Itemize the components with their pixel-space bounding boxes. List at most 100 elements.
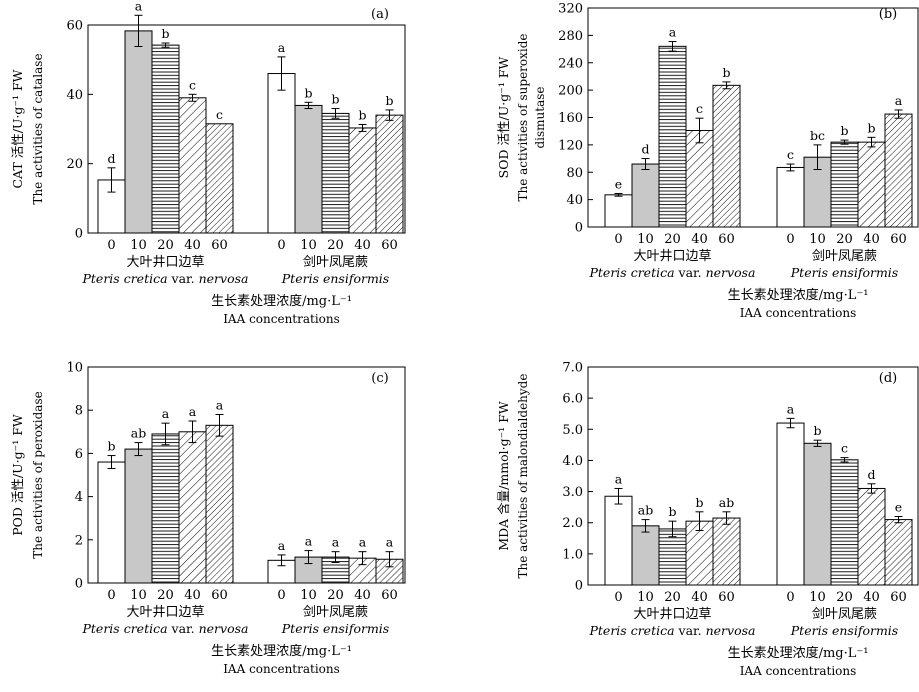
bar (631, 525, 660, 586)
x-tick-label: 0 (277, 238, 285, 253)
group-label-en: Pteris cretica var. nervosa (589, 623, 756, 638)
group-label-en: Pteris ensiformis (790, 265, 898, 280)
y-axis-label-cn: CAT 活性/U·g⁻¹ FW (10, 69, 25, 188)
y-tick-label: 4.0 (562, 454, 583, 469)
y-tick-label: 3.0 (562, 485, 583, 500)
x-tick-label: 20 (327, 588, 344, 603)
x-tick-label: 0 (107, 238, 115, 253)
x-tick-label: 10 (300, 238, 317, 253)
y-tick-label: 2.0 (562, 516, 583, 531)
x-tick-label: 0 (614, 232, 622, 247)
bar (803, 442, 832, 586)
x-tick-label: 20 (327, 238, 344, 253)
x-tick-label: 60 (381, 588, 398, 603)
y-tick-label: 0 (575, 221, 583, 236)
significance-letter: b (668, 504, 676, 519)
bar (857, 141, 886, 228)
y-tick-label: 0 (75, 227, 83, 242)
significance-letter: a (278, 40, 286, 55)
x-tick-label: 40 (691, 232, 708, 247)
x-tick-label: 10 (300, 588, 317, 603)
y-tick-label: 160 (558, 111, 583, 126)
x-tick-label: 60 (890, 590, 907, 605)
y-axis-label-en: The activities of superoxide (516, 33, 530, 201)
significance-letter: c (787, 147, 794, 162)
plot-frame (587, 366, 919, 586)
x-tick-label: 0 (277, 588, 285, 603)
bar (124, 448, 153, 584)
panel-label: (a) (371, 7, 389, 22)
bar (151, 433, 180, 584)
chart-panel-a: (a) 0 20 40 60 CAT 活性/U·g⁻¹ FW The activities … (10, 0, 406, 326)
significance-letter: c (216, 107, 223, 122)
x-tick-label: 60 (890, 232, 907, 247)
x-axis-label-en: IAA concentrations (223, 662, 340, 676)
plot-frame (87, 24, 406, 234)
group-label-cn: 大叶井口边草 (126, 255, 204, 270)
y-tick-label: 120 (558, 138, 583, 153)
x-tick-label: 20 (157, 588, 174, 603)
x-tick-label: 40 (863, 590, 880, 605)
y-tick-label: 20 (66, 157, 83, 172)
x-axis-label-en: IAA concentrations (740, 306, 857, 320)
bar (124, 30, 153, 234)
y-tick-label: 7.0 (562, 361, 583, 376)
y-tick-label: 8 (75, 404, 83, 419)
bar (776, 166, 805, 228)
x-tick-label: 40 (863, 232, 880, 247)
significance-letter: a (386, 535, 394, 550)
plot-frame (87, 366, 406, 584)
x-axis-label-cn: 生长素处理浓度/mg·L⁻¹ (728, 287, 869, 303)
group-label-en: Pteris cretica var. nervosa (82, 271, 249, 286)
x-tick-label: 60 (211, 238, 228, 253)
bar (294, 104, 323, 234)
bar (321, 112, 350, 234)
significance-letter: ab (638, 503, 653, 518)
y-tick-label: 6 (75, 447, 83, 462)
bar (375, 114, 404, 234)
y-tick-label: 4 (75, 490, 83, 505)
bar (830, 141, 859, 228)
bar (658, 45, 687, 228)
x-tick-label: 10 (130, 238, 147, 253)
significance-letter: a (787, 401, 795, 416)
group-label-en: Pteris ensiformis (281, 621, 389, 636)
y-axis-label-en: The activities of catalase (31, 53, 45, 204)
group-label-en: Pteris ensiformis (281, 271, 389, 286)
significance-letter: b (813, 423, 821, 438)
x-tick-label: 60 (211, 588, 228, 603)
y-axis-label-cn: MDA 含量/mmol·g⁻¹ FW (496, 401, 511, 550)
significance-letter: b (331, 92, 339, 107)
y-tick-label: 80 (566, 166, 583, 181)
x-tick-label: 60 (381, 238, 398, 253)
x-tick-label: 20 (157, 238, 174, 253)
bar (205, 123, 234, 234)
chart-panel-c: (c) 0 2 4 6 8 10 POD 活性/U·g⁻¹ FW The activities … (10, 361, 406, 676)
significance-letter: b (385, 93, 393, 108)
bar (631, 163, 660, 228)
group-label-cn: 剑叶凤尾蕨 (303, 254, 368, 270)
x-tick-label: 40 (184, 588, 201, 603)
x-tick-label: 20 (836, 590, 853, 605)
significance-letter: a (305, 534, 313, 549)
x-tick-label: 20 (664, 232, 681, 247)
group-label-en: Pteris cretica var. nervosa (589, 265, 756, 280)
bar (884, 519, 913, 586)
bar (712, 517, 741, 586)
significance-letter: b (840, 123, 848, 138)
x-tick-label: 0 (786, 590, 794, 605)
group-label-cn: 剑叶凤尾蕨 (812, 606, 877, 622)
bar (857, 487, 886, 586)
significance-letter: a (216, 398, 224, 413)
group-label-cn: 剑叶凤尾蕨 (812, 248, 877, 264)
x-tick-label: 20 (836, 232, 853, 247)
panel-label: (b) (879, 7, 897, 22)
y-tick-label: 280 (558, 29, 583, 44)
chart-panel-d: (d) 0 1.0 2.0 3.0 4.0 5.0 6.0 7.0 MDA 含量/mmol·g⁻¹… (496, 361, 919, 678)
y-axis-label-en: The activities of peroxidase (31, 391, 45, 558)
x-axis-label-en: IAA concentrations (223, 312, 340, 326)
significance-letter: c (189, 77, 196, 92)
bar (178, 97, 207, 234)
bar (604, 194, 633, 228)
